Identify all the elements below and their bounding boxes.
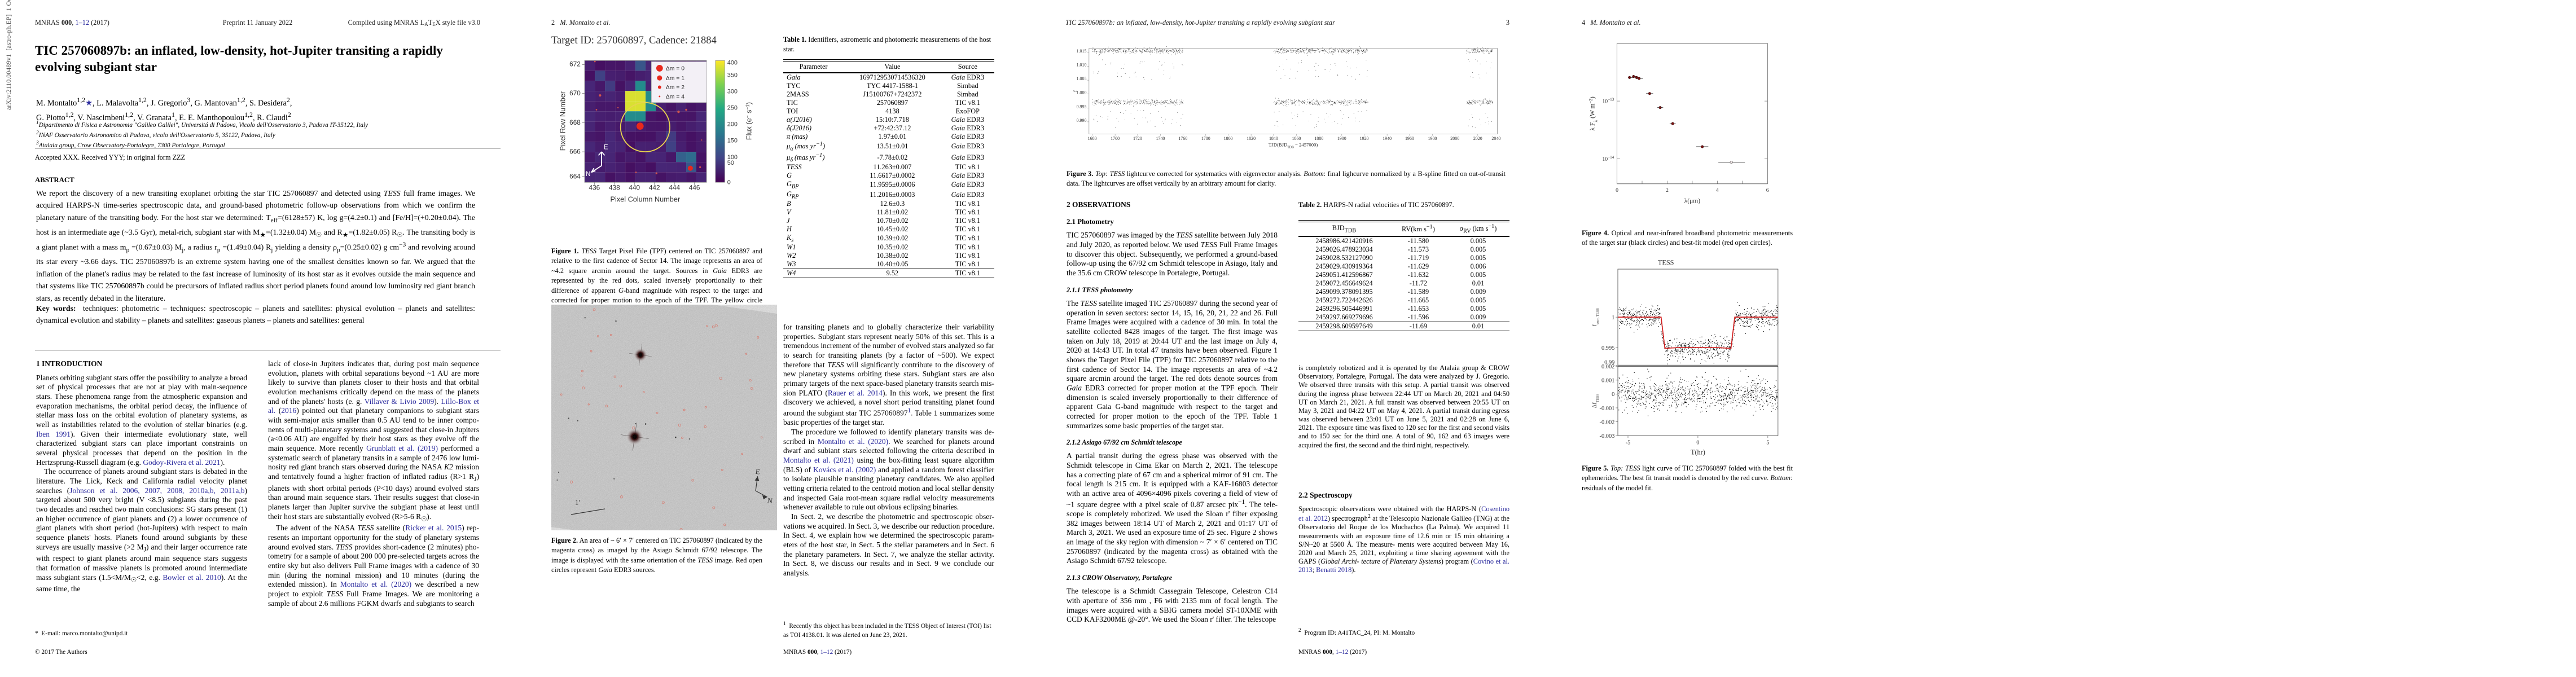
svg-text:1980: 1980 [1428,136,1437,141]
svg-text:1900: 1900 [1337,136,1346,141]
svg-text:1': 1' [575,498,580,507]
svg-text:Δm = 2: Δm = 2 [666,85,685,91]
svg-text:1840: 1840 [1269,136,1278,141]
svg-text:-0.002: -0.002 [1600,419,1615,425]
svg-text:1780: 1780 [1201,136,1210,141]
svg-text:E: E [604,143,608,151]
svg-text:1760: 1760 [1178,136,1187,141]
svg-text:300: 300 [727,88,738,95]
svg-text:TJD(BJDTDB − 2457000): TJD(BJDTDB − 2457000) [1269,142,1318,149]
svg-text:1860: 1860 [1292,136,1301,141]
svg-text:0: 0 [1616,187,1618,194]
svg-text:1880: 1880 [1314,136,1323,141]
svg-text:0.001: 0.001 [1601,378,1614,384]
svg-text:1.005: 1.005 [1077,76,1087,81]
svg-text:-5: -5 [1626,439,1631,446]
svg-text:λ(μm): λ(μm) [1684,198,1701,205]
svg-text:4: 4 [1716,187,1719,194]
svg-text:6: 6 [1766,187,1769,194]
svg-text:Δm = 4: Δm = 4 [666,94,685,100]
svg-text:672: 672 [569,60,581,68]
svg-text:666: 666 [569,148,581,156]
svg-text:1940: 1940 [1383,136,1392,141]
svg-text:1720: 1720 [1133,136,1142,141]
svg-text:0: 0 [727,179,731,186]
svg-text:Pixel Column Number: Pixel Column Number [611,195,681,203]
svg-text:664: 664 [569,172,581,180]
svg-text:1740: 1740 [1156,136,1165,141]
svg-text:200: 200 [727,121,738,128]
svg-text:0.995: 0.995 [1077,104,1087,109]
svg-text:N: N [586,170,591,178]
svg-text:1: 1 [1612,315,1614,321]
svg-text:ΔfTESS: ΔfTESS [1592,394,1600,408]
svg-text:Δm = 1: Δm = 1 [666,76,685,82]
svg-text:10−14: 10−14 [1602,155,1614,162]
svg-text:2040: 2040 [1491,136,1500,141]
svg-text:250: 250 [727,105,738,112]
svg-text:1960: 1960 [1405,136,1414,141]
svg-text:f: f [1072,90,1078,92]
svg-text:5: 5 [1766,439,1769,446]
svg-text:Flux (e− s−1): Flux (e− s−1) [745,102,753,140]
svg-text:λ Fλ (W m−2): λ Fλ (W m−2) [1588,96,1598,131]
svg-text:TESS: TESS [1658,260,1674,266]
svg-text:1.010: 1.010 [1077,62,1087,67]
svg-text:668: 668 [569,118,581,126]
svg-text:1680: 1680 [1088,136,1097,141]
svg-text:2020: 2020 [1473,136,1482,141]
svg-text:150: 150 [727,138,738,144]
svg-text:T(hr): T(hr) [1691,448,1705,456]
svg-text:Pixel Row Number: Pixel Row Number [559,91,567,151]
svg-text:2000: 2000 [1450,136,1459,141]
svg-text:1.015: 1.015 [1077,49,1087,54]
svg-text:Δm = 0: Δm = 0 [666,66,685,72]
svg-text:1.000: 1.000 [1077,90,1087,95]
svg-text:0.995: 0.995 [1601,345,1614,351]
svg-text:0.002: 0.002 [1601,364,1614,370]
svg-text:2: 2 [1666,187,1669,194]
svg-text:1820: 1820 [1247,136,1256,141]
svg-text:-0.003: -0.003 [1600,433,1615,439]
svg-text:670: 670 [569,89,581,97]
svg-text:fcorr, TESS: fcorr, TESS [1592,308,1600,327]
svg-text:350: 350 [727,72,738,78]
svg-text:0.990: 0.990 [1077,118,1087,123]
svg-text:0: 0 [1696,439,1699,446]
svg-text:100: 100 [727,154,738,161]
svg-text:10−13: 10−13 [1602,98,1614,105]
svg-text:1700: 1700 [1111,136,1120,141]
svg-text:0: 0 [1612,392,1614,398]
svg-text:1920: 1920 [1360,136,1369,141]
svg-text:-0.001: -0.001 [1600,406,1615,412]
svg-text:1800: 1800 [1224,136,1233,141]
svg-text:400: 400 [727,60,738,67]
